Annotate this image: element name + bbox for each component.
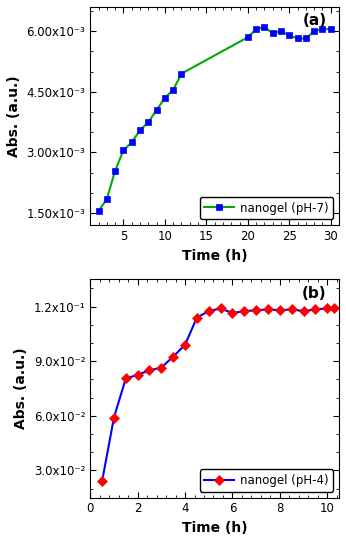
nanogel (pH-4) bbox=[290, 306, 294, 313]
nanogel (pH-7) bbox=[329, 26, 333, 33]
nanogel (pH-7) bbox=[246, 34, 250, 41]
nanogel (pH-4) bbox=[218, 305, 222, 312]
Y-axis label: Abs. (a.u.): Abs. (a.u.) bbox=[7, 75, 21, 157]
nanogel (pH-4) bbox=[207, 308, 211, 314]
nanogel (pH-4) bbox=[112, 414, 116, 421]
nanogel (pH-4) bbox=[159, 364, 163, 371]
nanogel (pH-7) bbox=[97, 208, 101, 214]
nanogel (pH-4) bbox=[266, 306, 270, 313]
nanogel (pH-4) bbox=[230, 309, 235, 316]
Y-axis label: Abs. (a.u.): Abs. (a.u.) bbox=[14, 347, 28, 429]
nanogel (pH-7) bbox=[146, 119, 151, 125]
Legend: nanogel (pH-4): nanogel (pH-4) bbox=[200, 469, 333, 492]
nanogel (pH-4) bbox=[136, 372, 140, 378]
nanogel (pH-4) bbox=[325, 305, 329, 312]
nanogel (pH-7) bbox=[163, 95, 167, 101]
nanogel (pH-7) bbox=[105, 196, 109, 202]
Line: nanogel (pH-7): nanogel (pH-7) bbox=[95, 24, 334, 215]
nanogel (pH-4) bbox=[313, 306, 317, 313]
nanogel (pH-7) bbox=[295, 35, 300, 42]
nanogel (pH-7) bbox=[130, 139, 134, 146]
nanogel (pH-7) bbox=[179, 70, 183, 77]
nanogel (pH-7) bbox=[138, 127, 142, 133]
nanogel (pH-7) bbox=[113, 167, 117, 174]
Line: nanogel (pH-4): nanogel (pH-4) bbox=[99, 305, 338, 485]
nanogel (pH-4) bbox=[183, 341, 187, 348]
nanogel (pH-7) bbox=[320, 26, 325, 33]
Text: (b): (b) bbox=[302, 286, 327, 301]
nanogel (pH-7) bbox=[254, 26, 258, 33]
nanogel (pH-7) bbox=[304, 35, 308, 42]
nanogel (pH-4) bbox=[242, 308, 246, 314]
X-axis label: Time (h): Time (h) bbox=[182, 249, 247, 263]
nanogel (pH-4) bbox=[332, 305, 336, 312]
nanogel (pH-4) bbox=[100, 478, 104, 485]
Text: (a): (a) bbox=[302, 14, 327, 29]
nanogel (pH-4) bbox=[171, 353, 175, 360]
nanogel (pH-7) bbox=[262, 24, 266, 30]
nanogel (pH-4) bbox=[254, 307, 258, 313]
nanogel (pH-7) bbox=[155, 107, 159, 113]
nanogel (pH-7) bbox=[312, 28, 316, 35]
nanogel (pH-4) bbox=[301, 308, 306, 314]
nanogel (pH-4) bbox=[278, 307, 282, 313]
nanogel (pH-7) bbox=[287, 32, 291, 38]
nanogel (pH-7) bbox=[271, 30, 275, 36]
nanogel (pH-7) bbox=[121, 147, 126, 154]
nanogel (pH-7) bbox=[171, 87, 175, 93]
nanogel (pH-4) bbox=[195, 314, 199, 321]
nanogel (pH-7) bbox=[279, 28, 283, 35]
X-axis label: Time (h): Time (h) bbox=[182, 521, 247, 535]
nanogel (pH-4) bbox=[147, 367, 152, 373]
Legend: nanogel (pH-7): nanogel (pH-7) bbox=[200, 197, 333, 220]
nanogel (pH-4) bbox=[124, 375, 128, 382]
